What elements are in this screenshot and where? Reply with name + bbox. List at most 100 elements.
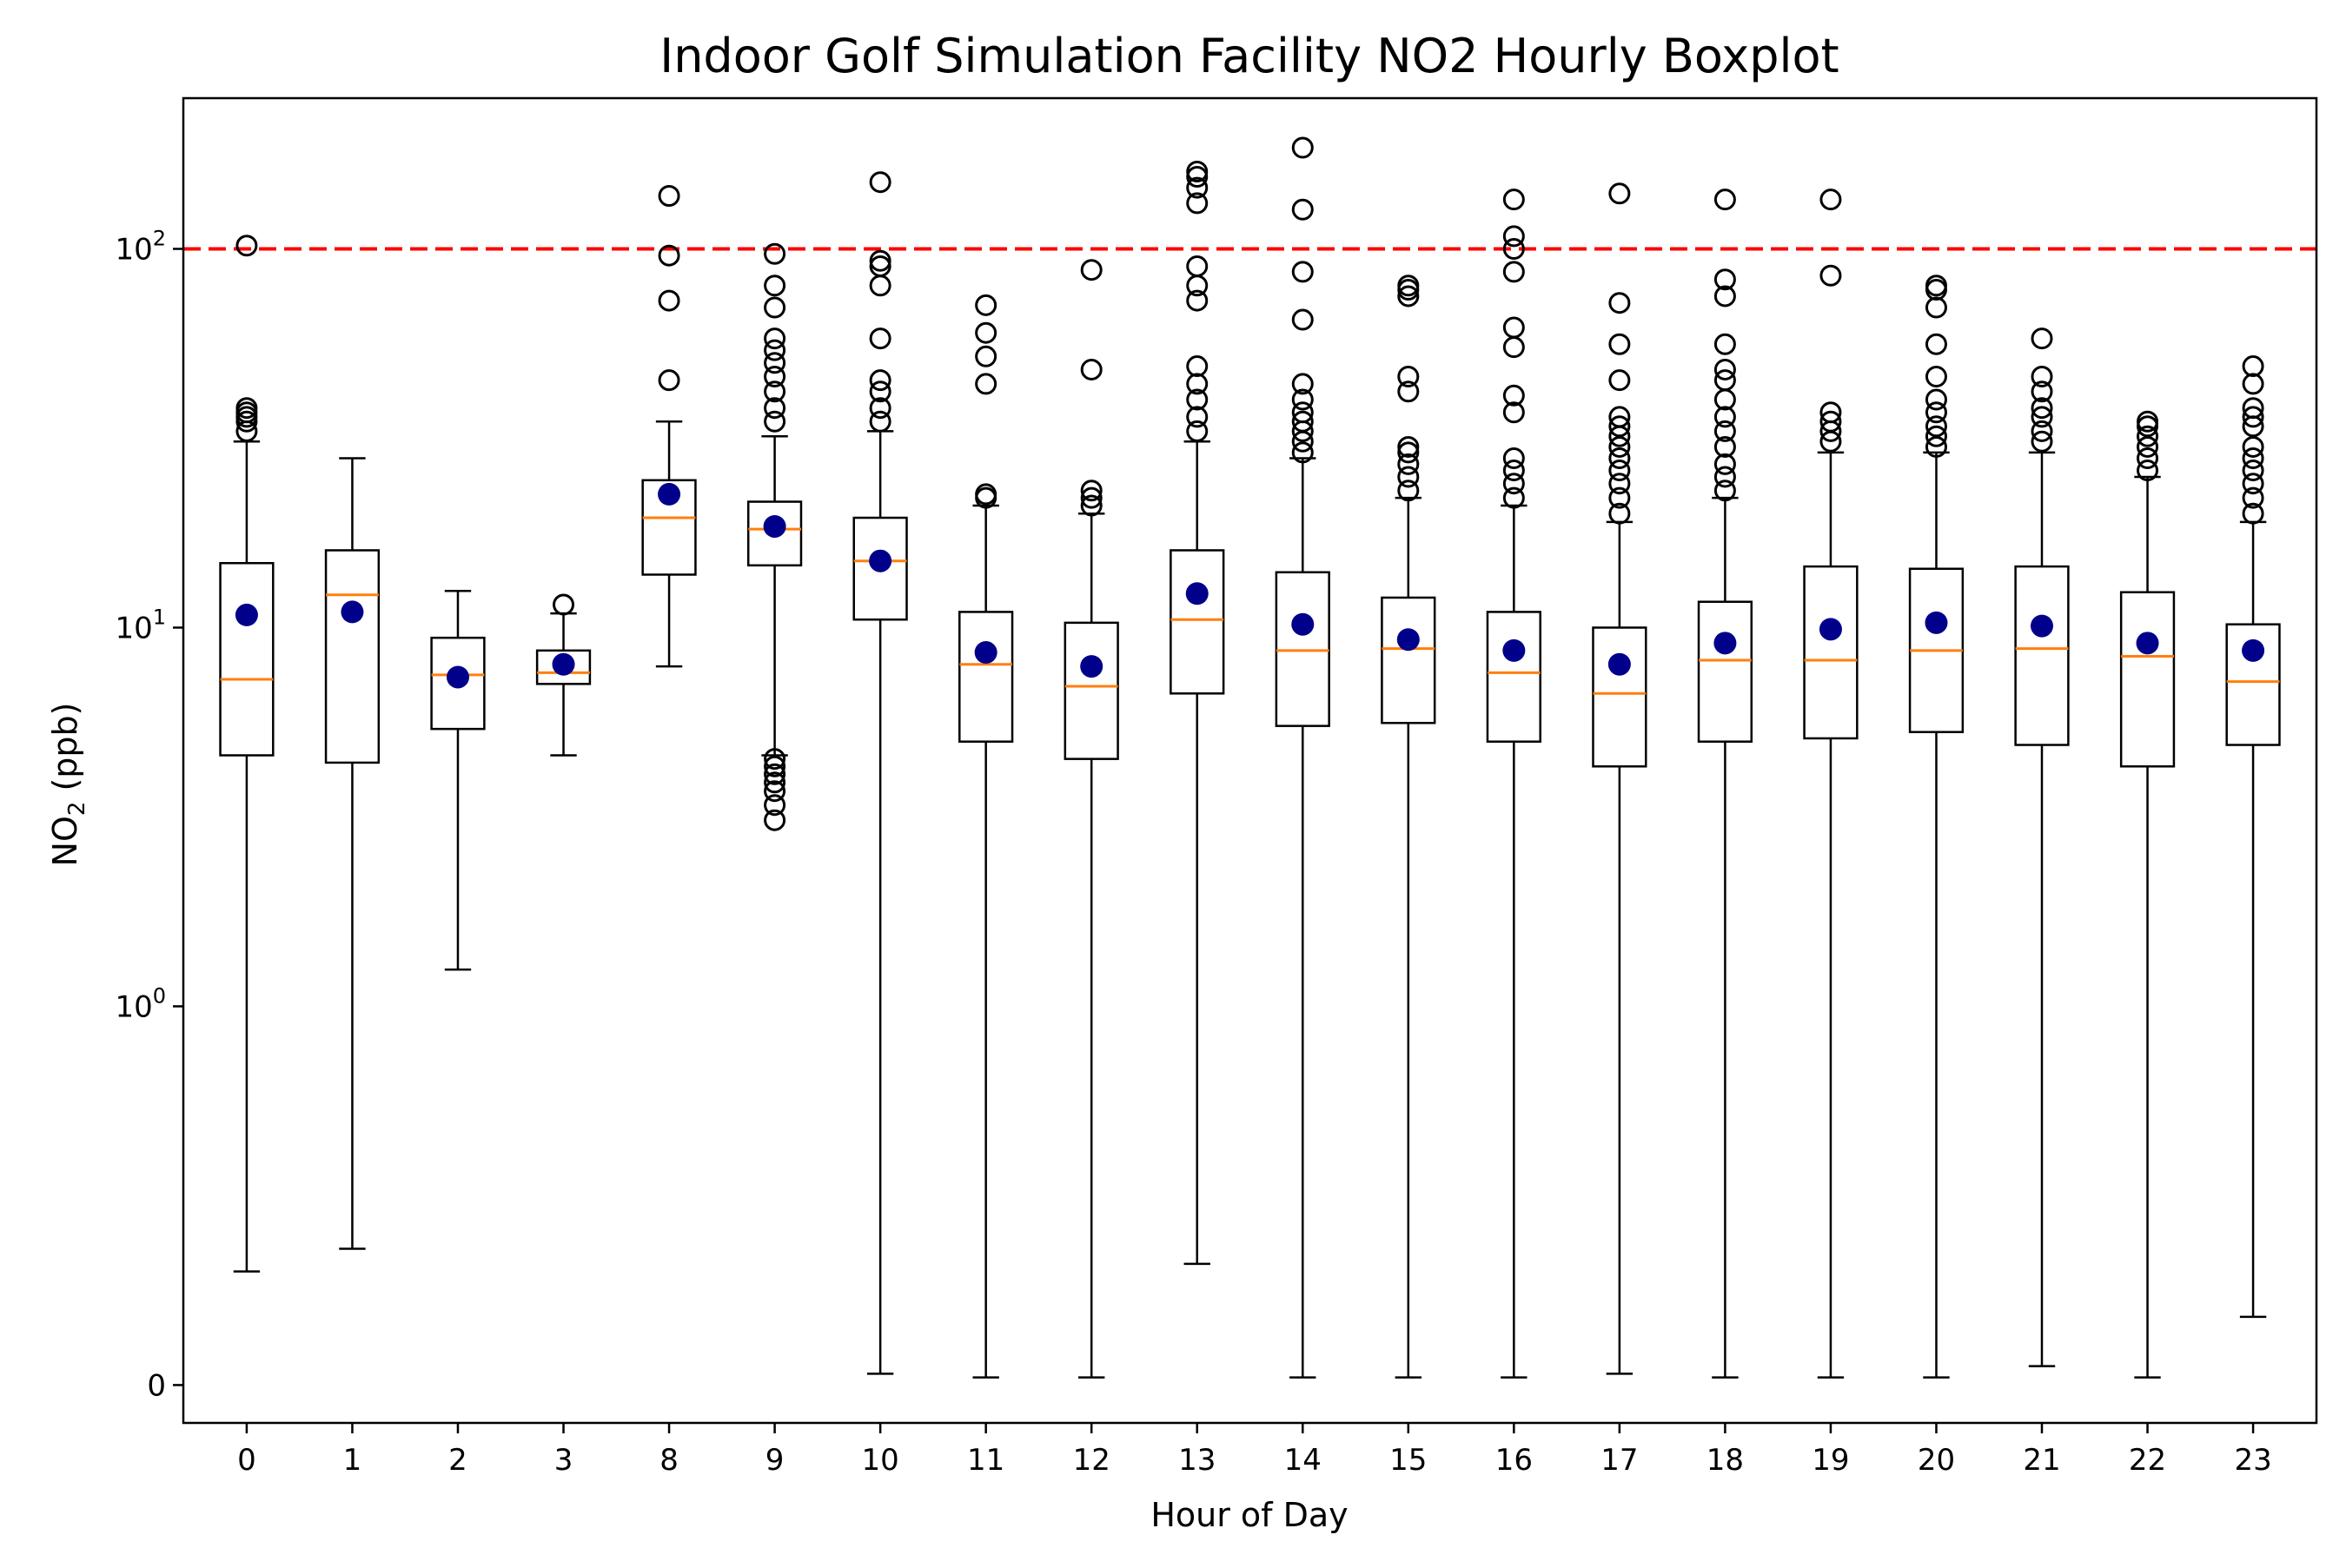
outlier-point (2242, 473, 2264, 495)
mean-point (2242, 638, 2265, 662)
outlier-point (1502, 473, 1525, 495)
outlier-point (1186, 255, 1209, 277)
outlier-point (1608, 333, 1631, 355)
outlier-point (975, 294, 997, 316)
outlier-point (1608, 415, 1631, 438)
x-tick-label: 21 (2023, 1443, 2060, 1478)
mean-point (2031, 614, 2054, 638)
outlier-point (1186, 388, 1209, 411)
outlier-point (1080, 358, 1103, 380)
mean-point (1185, 582, 1209, 605)
outlier-point (1502, 401, 1525, 424)
outlier-point (1713, 466, 1736, 488)
box-23 (2225, 623, 2281, 746)
outlier-point (1925, 388, 1947, 411)
outlier-point (1713, 420, 1736, 442)
outlier-point (1925, 401, 1947, 424)
outlier-point (764, 809, 786, 831)
box-15 (1381, 596, 1436, 724)
outlier-point (2242, 486, 2264, 509)
outlier-point (975, 345, 997, 367)
outlier-point (764, 397, 786, 420)
outlier-point (764, 366, 786, 388)
outlier-point (1608, 460, 1631, 482)
outlier-point (2137, 425, 2159, 447)
mean-point (235, 603, 258, 626)
plot-area (173, 136, 2316, 1433)
outlier-point (1397, 275, 1420, 297)
outlier-point (2242, 502, 2264, 525)
outlier-point (235, 235, 258, 257)
outlier-point (2031, 420, 2053, 442)
outlier-point (1502, 460, 1525, 482)
outlier-point (1713, 453, 1736, 475)
outlier-point (764, 780, 786, 803)
outlier-point (1397, 480, 1420, 502)
outlier-point (1608, 182, 1631, 205)
outlier-point (764, 755, 786, 777)
outlier-point (1186, 160, 1209, 182)
outlier-point (1502, 261, 1525, 283)
outlier-point (2031, 366, 2053, 388)
outlier-point (764, 327, 786, 350)
x-tick-label: 18 (1706, 1443, 1744, 1478)
box-1 (324, 549, 381, 764)
outlier-point (1925, 366, 1947, 388)
outlier-point (1186, 192, 1209, 215)
outlier-point (1502, 189, 1525, 211)
outlier-point (1291, 388, 1314, 411)
outlier-point (2137, 447, 2159, 470)
x-tick-label: 17 (1600, 1443, 1638, 1478)
box-22 (2119, 591, 2176, 768)
outlier-point (658, 369, 680, 392)
mean-point (446, 665, 469, 689)
x-tick-label: 11 (967, 1443, 1004, 1478)
outlier-point (1291, 410, 1314, 433)
mean-point (2136, 632, 2159, 655)
mean-point (869, 549, 892, 572)
y-tick-label: 101 (115, 605, 166, 645)
outlier-point (1397, 285, 1420, 308)
box-16 (1486, 611, 1541, 743)
outlier-point (764, 380, 786, 403)
mean-point (1925, 611, 1948, 634)
outlier-point (1925, 435, 1947, 458)
outlier-point (1925, 333, 1947, 355)
outlier-point (1502, 384, 1525, 407)
outlier-point (2137, 435, 2159, 458)
outlier-point (2031, 397, 2053, 420)
outlier-point (1608, 486, 1631, 509)
x-tick-label: 15 (1389, 1443, 1427, 1478)
outlier-point (869, 369, 891, 392)
x-tick-label: 19 (1812, 1443, 1849, 1478)
outlier-point (1819, 264, 1842, 287)
y-tick-label: 0 (147, 1368, 166, 1403)
outlier-point (1608, 435, 1631, 458)
y-axis-label: NO2 (ppb) (46, 703, 90, 867)
box-9 (746, 500, 803, 567)
outlier-point (1186, 355, 1209, 378)
chart-title: Indoor Golf Simulation Facility NO2 Hour… (659, 29, 1839, 83)
outlier-point (764, 748, 786, 771)
x-tick-label: 22 (2129, 1443, 2166, 1478)
outlier-point (1080, 486, 1103, 509)
outlier-point (1608, 369, 1631, 392)
outlier-point (1291, 401, 1314, 424)
outlier-point (658, 244, 680, 267)
outlier-point (1291, 441, 1314, 464)
outlier-point (1397, 435, 1420, 458)
outlier-point (1713, 435, 1736, 458)
y-tick-label: 102 (115, 226, 166, 267)
outlier-point (764, 410, 786, 433)
box-8 (641, 479, 697, 576)
outlier-point (1397, 441, 1420, 464)
mean-point (763, 514, 786, 538)
outlier-point (1186, 176, 1209, 199)
box-12 (1064, 621, 1119, 760)
x-tick-label: 10 (861, 1443, 898, 1478)
mean-point (1713, 632, 1737, 655)
x-tick-label: 8 (659, 1443, 679, 1478)
outlier-point (2031, 406, 2053, 428)
x-tick-label: 2 (448, 1443, 467, 1478)
